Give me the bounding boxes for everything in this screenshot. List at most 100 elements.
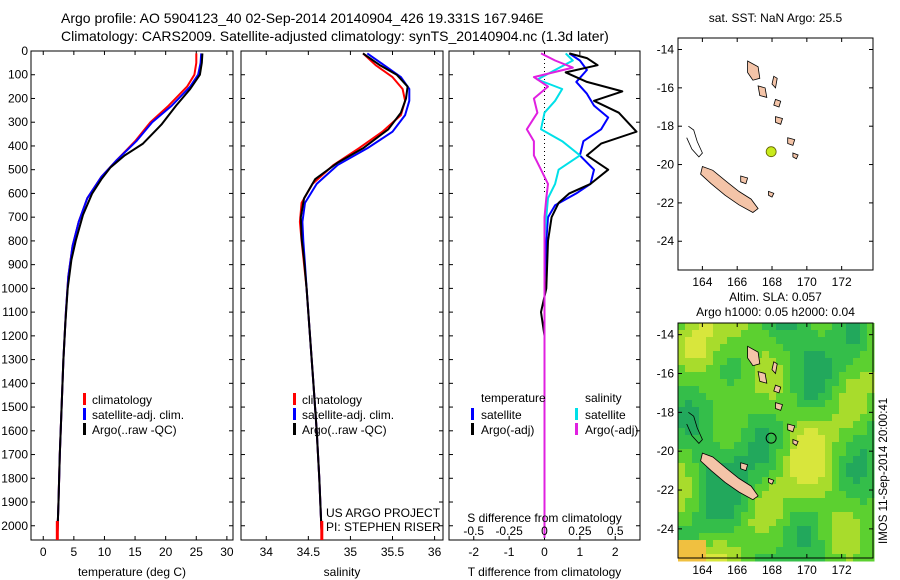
sla-cell <box>748 386 756 394</box>
sla-cell <box>818 456 826 464</box>
sla-cell <box>685 379 693 387</box>
sla-cell <box>762 365 770 373</box>
credit-text: US ARGO PROJECT <box>326 506 441 520</box>
sla-cell <box>741 372 749 380</box>
sla-cell <box>839 456 847 464</box>
sla-cell <box>853 386 861 394</box>
sla-cell <box>692 512 700 520</box>
sla-cell <box>804 442 812 450</box>
sla-cell <box>811 540 819 548</box>
sla-cell <box>685 533 693 541</box>
sla-cell <box>713 477 721 485</box>
panel-frame-salinity <box>240 50 444 541</box>
sla-cell <box>720 344 728 352</box>
sla-cell <box>825 407 833 415</box>
sla-cell <box>846 470 854 478</box>
sla-cell <box>692 344 700 352</box>
sla-cell <box>741 442 749 450</box>
sla-cell <box>699 344 707 352</box>
sla-cell <box>713 498 721 506</box>
sla-cell <box>790 491 798 499</box>
sla-cell <box>699 330 707 338</box>
sla-cell <box>713 512 721 520</box>
sla-cell <box>804 351 812 359</box>
sla-cell <box>741 456 749 464</box>
sla-cell <box>734 540 742 548</box>
sla-cell <box>678 407 686 415</box>
legend-group-title: temperature <box>481 391 546 405</box>
sla-cell <box>867 498 875 506</box>
sla-cell <box>755 456 763 464</box>
sla-cell <box>804 547 812 555</box>
sla-cell <box>860 547 868 555</box>
sla-cell <box>741 428 749 436</box>
legend-swatch <box>575 408 578 420</box>
sla-cell <box>853 533 861 541</box>
sla-cell <box>839 498 847 506</box>
sla-cell <box>825 435 833 443</box>
sla-cell <box>804 393 812 401</box>
x-axis-label: temperature (deg C) <box>78 565 186 579</box>
sla-cell <box>790 449 798 457</box>
sla-cell <box>860 414 868 422</box>
sla-cell <box>818 365 826 373</box>
sla-cell <box>818 421 826 429</box>
sla-cell <box>713 414 721 422</box>
sla-cell <box>706 512 714 520</box>
legend-label: satellite-adj. clim. <box>302 408 394 422</box>
credit-text: PI: STEPHEN RISER <box>326 520 441 534</box>
sla-cell <box>699 505 707 513</box>
legend-label: Argo(..raw -QC) <box>92 423 177 437</box>
sla-cell <box>769 540 777 548</box>
sla-cell <box>748 344 756 352</box>
sla-cell <box>867 533 875 541</box>
sla-cell <box>734 512 742 520</box>
sla-cell <box>811 400 819 408</box>
sla-cell <box>727 463 735 471</box>
sla-cell <box>748 421 756 429</box>
sla-cell <box>867 428 875 436</box>
sla-cell <box>797 351 805 359</box>
sla-cell <box>762 421 770 429</box>
sla-cell <box>762 526 770 534</box>
sla-cell <box>685 337 693 345</box>
depth-tick-label: 1600 <box>1 424 28 438</box>
sla-cell <box>783 533 791 541</box>
sla-cell <box>790 505 798 513</box>
sla-cell <box>783 484 791 492</box>
sla-cell <box>867 442 875 450</box>
sla-cell <box>713 344 721 352</box>
map-y-tick-label: -22 <box>657 483 675 497</box>
sla-cell <box>678 442 686 450</box>
sla-cell <box>832 386 840 394</box>
sla-cell <box>797 533 805 541</box>
sla-cell <box>727 442 735 450</box>
sla-cell <box>755 449 763 457</box>
sla-cell <box>860 491 868 499</box>
sla-cell <box>839 393 847 401</box>
sla-cell <box>846 498 854 506</box>
sla-cell <box>699 428 707 436</box>
sla-cell <box>832 491 840 499</box>
sla-cell <box>853 484 861 492</box>
sla-cell <box>818 428 826 436</box>
sla-cell <box>797 414 805 422</box>
sla-cell <box>769 484 777 492</box>
sla-cell <box>867 365 875 373</box>
sla-cell <box>762 386 770 394</box>
sla-cell <box>706 491 714 499</box>
sla-cell <box>699 463 707 471</box>
sla-cell <box>853 498 861 506</box>
sla-cell <box>818 393 826 401</box>
sla-cell <box>860 519 868 527</box>
sla-cell <box>804 386 812 394</box>
sla-cell <box>769 393 777 401</box>
sla-cell <box>762 344 770 352</box>
sla-cell <box>818 491 826 499</box>
sla-cell <box>804 456 812 464</box>
sla-cell <box>867 414 875 422</box>
sla-cell <box>867 435 875 443</box>
sla-cell <box>727 484 735 492</box>
sla-cell <box>692 540 700 548</box>
sla-cell <box>811 365 819 373</box>
